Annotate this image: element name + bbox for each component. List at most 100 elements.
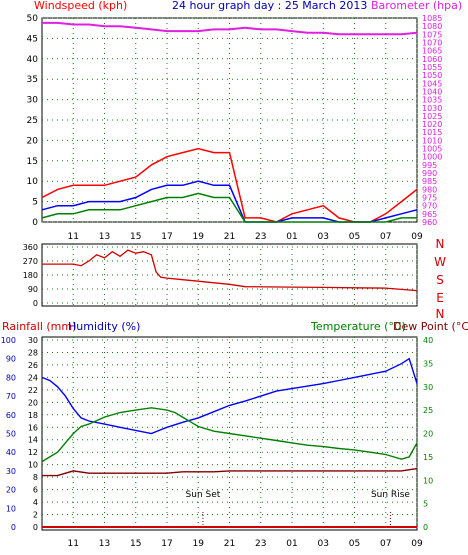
wind-panel-x-tick-label: 11: [68, 232, 79, 242]
humidity-tick-label: 10: [28, 461, 38, 470]
barometer-tick-label: 975: [422, 194, 437, 203]
series-speed-line: [41, 180, 418, 223]
humidity-tick-label: 2: [33, 511, 38, 520]
rainfall-tick-label: 10: [6, 504, 16, 513]
humidity-tick-label: 20: [28, 398, 38, 407]
barometer-tick-label: 995: [422, 161, 437, 170]
wind-panel-x-tick-label: 23: [255, 232, 266, 242]
wind-panel-x-tick-label: 07: [380, 232, 391, 242]
direction-tick-label: 90: [28, 285, 38, 294]
barometer-tick-label: 1005: [422, 145, 442, 154]
temperature-tick-label: 30: [423, 383, 433, 392]
rainfall-tick-label: 90: [6, 355, 16, 364]
barometer-tick-label: 1010: [422, 136, 442, 145]
humidity-tick-label: 30: [28, 336, 38, 345]
humidity-tick-label: 8: [33, 473, 38, 482]
windspeed-tick-label: 50: [27, 14, 39, 24]
humidity-tick-label: 28: [28, 348, 38, 357]
direction-tick-label: 180: [23, 271, 38, 280]
barometer-tick-label: 1025: [422, 112, 442, 121]
barometer-tick-label: 1035: [422, 96, 442, 105]
annotation-label: Sun Rise: [371, 490, 410, 500]
wind-panel-x-tick-label: 01: [286, 232, 297, 242]
climate-panel-x-tick-label: 15: [130, 539, 141, 549]
humidity-tick-label: 18: [28, 411, 38, 420]
humidity-tick-label: 22: [28, 386, 38, 395]
direction-tick-label: 0: [33, 299, 38, 308]
humidity-tick-label: 14: [28, 436, 38, 445]
barometer-tick-label: 965: [422, 210, 437, 219]
wind-panel-x-tick-label: 13: [99, 232, 110, 242]
windspeed-tick-label: 10: [27, 177, 39, 187]
barometer-tick-label: 1080: [422, 22, 442, 31]
barometer-tick-label: 1040: [422, 87, 442, 96]
wind-panel-x-tick-label: 05: [349, 232, 360, 242]
rainfall-tick-label: 40: [6, 448, 16, 457]
windspeed-tick-label: 45: [27, 34, 38, 44]
humidity-tick-label: 4: [33, 498, 38, 507]
barometer-tick-label: 1015: [422, 128, 442, 137]
temperature-tick-label: 35: [423, 359, 433, 368]
barometer-tick-label: 980: [422, 185, 437, 194]
windspeed-tick-label: 35: [27, 75, 38, 85]
compass-label: S: [436, 273, 444, 287]
temperature-tick-label: 20: [423, 430, 433, 439]
climate-panel-x-tick-label: 03: [318, 539, 329, 549]
wind-panel-x-tick-label: 15: [130, 232, 141, 242]
humidity-tick-label: 6: [33, 486, 38, 495]
climate-panel-x-tick-label: 05: [349, 539, 360, 549]
rainfall-tick-label: 100: [1, 336, 16, 345]
windspeed-axis-label: Windspeed (kph): [34, 0, 127, 12]
climate-panel-x-tick-label: 01: [286, 539, 297, 549]
barometer-tick-label: 1055: [422, 63, 442, 72]
humidity-tick-label: 16: [28, 423, 38, 432]
temperature-axis-label: Temperature (°C): [310, 320, 406, 333]
barometer-tick-label: 1060: [422, 55, 442, 64]
series-dew-point-line: [42, 467, 418, 477]
windspeed-tick-label: 15: [27, 157, 38, 167]
barometer-tick-label: 1070: [422, 38, 442, 47]
barometer-tick-label: 970: [422, 202, 437, 211]
temperature-tick-label: 25: [423, 406, 433, 415]
windspeed-tick-label: 20: [27, 136, 39, 146]
humidity-axis-label: Humidity (%): [68, 320, 140, 333]
humidity-tick-label: 12: [28, 448, 38, 457]
barometer-tick-label: 1030: [422, 104, 442, 113]
dewpoint-axis-label: Dew Point (°C): [393, 320, 468, 333]
humidity-tick-label: 26: [28, 361, 38, 370]
wind-panel-x-tick-label: 19: [193, 232, 205, 242]
series-temperature-line: [41, 407, 418, 463]
barometer-tick-label: 1020: [422, 120, 442, 129]
series-humidity-line: [41, 357, 418, 435]
series-average-line: [41, 192, 417, 223]
barometer-tick-label: 1085: [422, 14, 442, 23]
rainfall-tick-label: 30: [6, 467, 16, 476]
temperature-tick-label: 40: [423, 336, 433, 345]
wind-panel-x-tick-label: 21: [224, 232, 235, 242]
climate-panel-x-tick-label: 13: [99, 539, 110, 549]
windspeed-tick-label: 5: [32, 198, 38, 208]
climate-panel-x-tick-label: 19: [193, 539, 205, 549]
barometer-tick-label: 1065: [422, 47, 442, 56]
rainfall-axis-label: Rainfall (mm): [2, 320, 76, 333]
barometer-tick-label: 1050: [422, 71, 442, 80]
annotation-label: Sun Set: [186, 490, 221, 500]
series-barometer-line: [42, 21, 418, 36]
windspeed-tick-label: 25: [27, 116, 38, 126]
rainfall-tick-label: 20: [6, 486, 16, 495]
barometer-axis-label: Barometer (hpa): [371, 0, 462, 12]
rainfall-tick-label: 80: [6, 373, 16, 382]
climate-panel-x-tick-label: 23: [255, 539, 266, 549]
climate-panel-x-tick-label: 07: [380, 539, 391, 549]
humidity-tick-label: 0: [33, 523, 38, 532]
rainfall-tick-label: 50: [6, 430, 16, 439]
wind-panel-x-tick-label: 09: [411, 232, 423, 242]
barometer-tick-label: 985: [422, 177, 437, 186]
wind-panel-x-tick-label: 17: [161, 232, 172, 242]
windspeed-tick-label: 40: [27, 55, 39, 65]
compass-label: N: [436, 307, 445, 321]
climate-panel-x-tick-label: 21: [224, 539, 235, 549]
rainfall-tick-label: 70: [6, 392, 16, 401]
